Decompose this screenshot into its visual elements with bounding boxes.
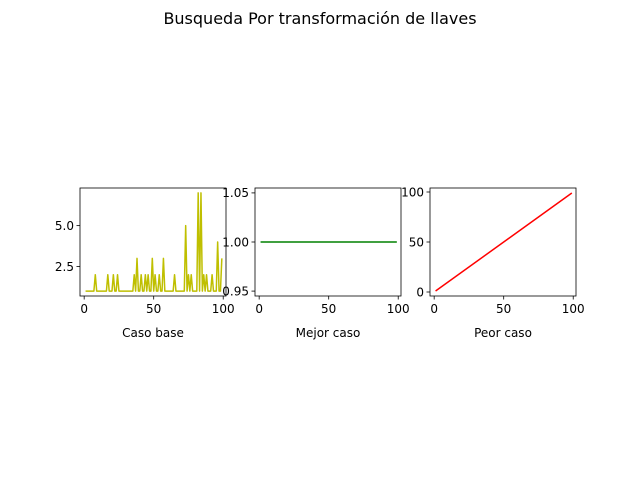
x-tick-label: 50 [146,302,161,316]
y-tick-label: 0.95 [222,284,249,298]
x-tick-label: 100 [387,302,410,316]
subplot-3: 0 50 100 0 50 100 Peor caso [401,185,585,340]
x-axis-label: Caso base [122,326,184,340]
y-tick-label: 2.5 [55,260,74,274]
x-axis-label: Mejor caso [296,326,361,340]
x-axis-label: Peor caso [474,326,532,340]
series-line-1 [85,192,223,292]
x-tick-label: 0 [255,302,263,316]
y-tick-label: 1.00 [222,235,249,249]
figure-title: Busqueda Por transformación de llaves [163,9,476,28]
x-tick-label: 0 [80,302,88,316]
y-tick-label: 1.05 [222,186,249,200]
x-tick-label: 50 [321,302,336,316]
y-tick-label: 5.0 [55,219,74,233]
y-tick-label: 0 [416,285,424,299]
y-tick-label: 50 [409,235,424,249]
x-tick-label: 100 [562,302,585,316]
x-tick-label: 0 [430,302,438,316]
axes-frame [79,187,227,297]
subplot-2: 0 50 100 0.95 1.00 1.05 Mejor caso [222,186,409,340]
subplot-1: 0 50 100 2.5 5.0 Caso base [55,187,235,340]
y-tick-label: 100 [401,185,424,199]
x-tick-label: 50 [496,302,511,316]
series-line-1 [435,192,573,292]
subplot-panels: 0 50 100 2.5 5.0 Caso base 0 50 100 0.95 1.00 1.05 M… [55,185,585,340]
x-tick-label: 100 [212,302,235,316]
